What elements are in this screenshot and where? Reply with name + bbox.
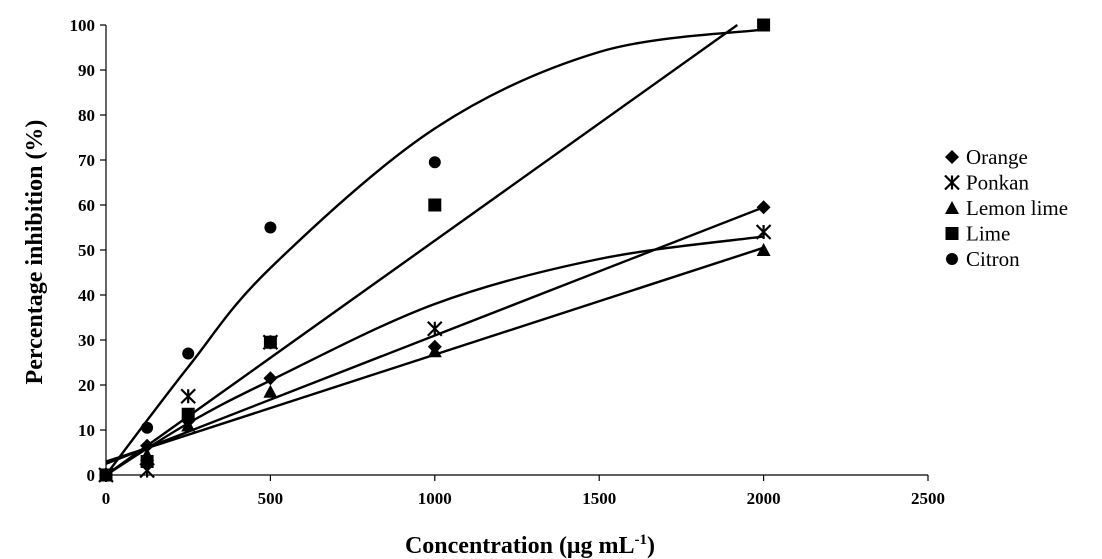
legend-marker-ponkan — [944, 174, 960, 191]
point-citron — [100, 469, 112, 481]
point-citron — [757, 19, 770, 31]
point-orange — [756, 200, 771, 215]
x-axis-title: Concentration (μg mL-1) — [405, 532, 655, 559]
point-ponkan — [755, 224, 772, 240]
point-lemon-lime — [181, 418, 196, 432]
y-tick-label: 30 — [78, 331, 95, 350]
legend-marker-lemon-lime — [945, 201, 959, 214]
point-lime — [263, 335, 277, 349]
x-axis-title-main: Concentration (μg mL — [405, 533, 635, 559]
point-lime — [181, 407, 195, 421]
legend-label-ponkan: Ponkan — [966, 171, 1030, 195]
legend-label-orange: Orange — [966, 145, 1028, 169]
trendline-citron — [105, 28, 764, 476]
legend-marker-citron — [946, 253, 958, 265]
legend-marker-lime — [945, 227, 959, 240]
x-tick-label: 0 — [102, 489, 111, 508]
point-citron — [264, 221, 277, 234]
trendline-lime — [105, 24, 738, 476]
x-tick-label: 1000 — [418, 489, 452, 508]
y-tick-label: 10 — [78, 421, 95, 440]
point-orange — [263, 371, 278, 386]
point-ponkan — [180, 388, 196, 405]
y-tick-label: 50 — [78, 241, 95, 260]
point-lemon-lime — [756, 243, 771, 256]
legend-label-lime: Lime — [966, 222, 1010, 246]
x-tick-label: 2500 — [911, 489, 945, 508]
y-tick-label: 20 — [78, 376, 95, 395]
x-tick-label: 2000 — [747, 489, 781, 508]
point-citron — [182, 347, 195, 360]
point-ponkan — [427, 320, 443, 337]
x-tick-label: 1500 — [582, 489, 616, 508]
y-tick-label: 60 — [78, 196, 95, 215]
x-axis-title-superscript: -1 — [635, 532, 648, 548]
y-tick-label: 70 — [78, 151, 95, 170]
legend-marker-orange — [945, 150, 959, 164]
point-lemon-lime — [427, 344, 442, 358]
y-tick-label: 0 — [87, 466, 96, 485]
legend-label-lemon-lime: Lemon lime — [966, 196, 1068, 220]
y-axis-title: Percentage inhibition (%) — [22, 120, 48, 385]
y-tick-label: 40 — [78, 286, 95, 305]
point-lime — [428, 198, 442, 212]
point-citron — [141, 421, 154, 434]
point-citron — [428, 156, 441, 169]
point-orange — [140, 438, 155, 453]
y-tick-label: 80 — [78, 106, 95, 125]
x-axis-title-close: ) — [647, 533, 655, 559]
y-tick-label: 100 — [70, 16, 96, 35]
data-markers — [98, 18, 772, 483]
point-lemon-lime — [263, 384, 278, 398]
y-tick-label: 90 — [78, 61, 95, 80]
legend-label-citron: Citron — [966, 247, 1020, 271]
trendlines — [105, 24, 765, 477]
x-tick-label: 500 — [258, 489, 284, 508]
point-lime — [140, 455, 154, 468]
